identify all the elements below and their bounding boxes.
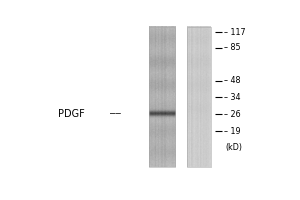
Text: – 26: – 26 [224, 110, 240, 119]
Text: – 48: – 48 [224, 76, 240, 85]
Text: – 34: – 34 [224, 93, 240, 102]
Text: – 19: – 19 [224, 127, 240, 136]
Text: – 85: – 85 [224, 43, 240, 52]
Text: (kD): (kD) [226, 143, 243, 152]
Text: – 117: – 117 [224, 28, 245, 37]
Text: ––: –– [110, 110, 121, 119]
Text: PDGF: PDGF [58, 109, 85, 119]
